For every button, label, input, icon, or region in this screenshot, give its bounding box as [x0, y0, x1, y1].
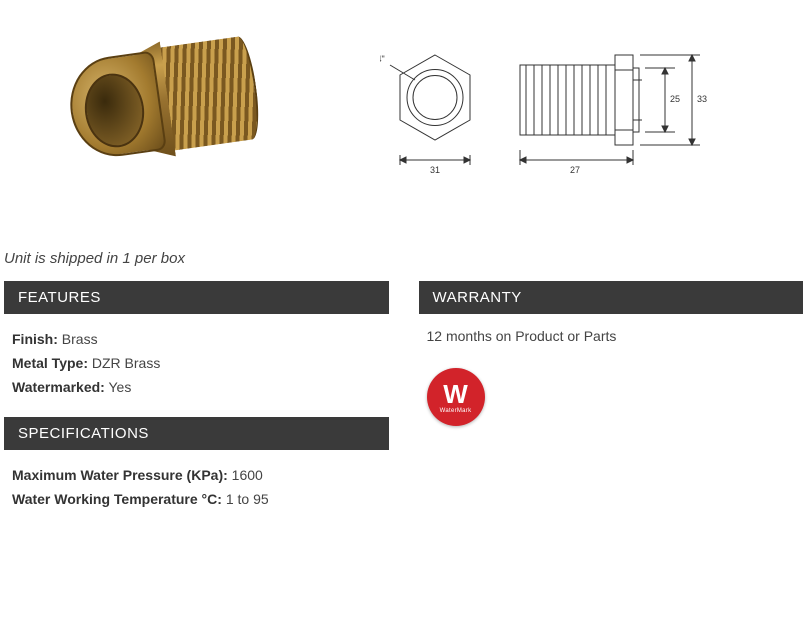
specifications-header: SPECIFICATIONS	[4, 417, 389, 450]
watermark-badge: W WaterMark	[427, 368, 485, 426]
feature-row: Watermarked: Yes	[12, 376, 381, 400]
feature-value: Yes	[109, 379, 132, 395]
watermark-letter: W	[443, 381, 468, 407]
product-images-row: R 3/4" 31	[0, 0, 807, 240]
warranty-header: WARRANTY	[419, 281, 804, 314]
specifications-list: Maximum Water Pressure (KPa): 1600 Water…	[4, 464, 389, 530]
feature-value: DZR Brass	[92, 355, 160, 371]
watermark-label: WaterMark	[440, 408, 472, 414]
features-header: FEATURES	[4, 281, 389, 314]
technical-drawing: R 3/4" 31	[380, 20, 720, 190]
spec-label: Water Working Temperature °C:	[12, 491, 222, 507]
info-columns: FEATURES Finish: Brass Metal Type: DZR B…	[0, 281, 807, 530]
radius-label: R 3/4"	[380, 54, 385, 64]
product-photo	[60, 20, 260, 200]
right-column: WARRANTY 12 months on Product or Parts W…	[419, 281, 804, 530]
spec-value: 1 to 95	[226, 491, 269, 507]
feature-row: Finish: Brass	[12, 328, 381, 352]
spec-value: 1600	[232, 467, 263, 483]
warranty-text: 12 months on Product or Parts	[419, 328, 804, 368]
feature-row: Metal Type: DZR Brass	[12, 352, 381, 376]
dim-inner-height: 25	[670, 94, 680, 104]
spec-row: Water Working Temperature °C: 1 to 95	[12, 488, 381, 512]
feature-label: Watermarked:	[12, 379, 105, 395]
brass-fitting-illustration	[50, 7, 270, 193]
shipping-note: Unit is shipped in 1 per box	[4, 250, 807, 267]
feature-value: Brass	[62, 331, 98, 347]
spec-label: Maximum Water Pressure (KPa):	[12, 467, 228, 483]
feature-label: Finish:	[12, 331, 58, 347]
features-list: Finish: Brass Metal Type: DZR Brass Wate…	[4, 328, 389, 417]
left-column: FEATURES Finish: Brass Metal Type: DZR B…	[4, 281, 389, 530]
dim-hex-width: 31	[430, 165, 440, 175]
spec-row: Maximum Water Pressure (KPa): 1600	[12, 464, 381, 488]
feature-label: Metal Type:	[12, 355, 88, 371]
dim-outer-height: 33	[697, 94, 707, 104]
dim-length: 27	[570, 165, 580, 175]
